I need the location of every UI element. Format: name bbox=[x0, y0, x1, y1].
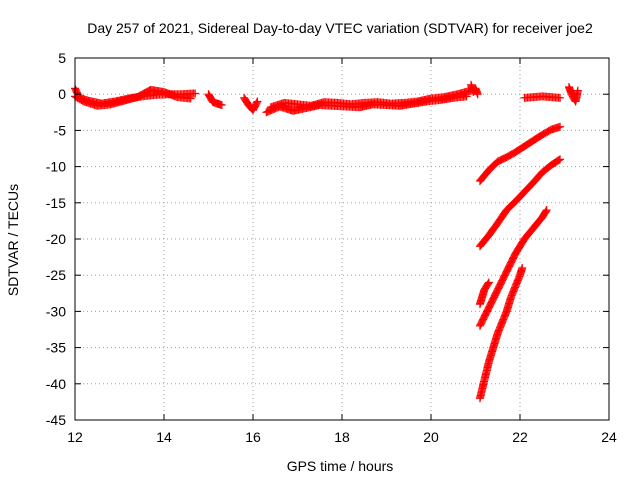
y-tick-label: -30 bbox=[46, 303, 66, 319]
y-tick-label: -5 bbox=[54, 122, 67, 138]
x-tick-label: 20 bbox=[423, 429, 439, 445]
y-tick-label: -45 bbox=[46, 412, 66, 428]
y-tick-label: 0 bbox=[58, 86, 66, 102]
x-tick-label: 18 bbox=[334, 429, 350, 445]
chart-title: Day 257 of 2021, Sidereal Day-to-day VTE… bbox=[87, 20, 593, 36]
data-point bbox=[556, 93, 565, 102]
data-point bbox=[473, 90, 482, 99]
data-point bbox=[556, 155, 565, 164]
x-tick-label: 22 bbox=[512, 429, 528, 445]
data-point bbox=[217, 101, 226, 110]
data-point bbox=[191, 89, 200, 98]
y-tick-label: 5 bbox=[58, 50, 66, 66]
y-axis-title: SDTVAR / TECUs bbox=[5, 184, 21, 296]
y-tick-label: -15 bbox=[46, 195, 66, 211]
data-point bbox=[542, 206, 551, 215]
x-tick-label: 16 bbox=[245, 429, 261, 445]
data-point bbox=[556, 122, 565, 131]
x-tick-label: 14 bbox=[156, 429, 172, 445]
data-point bbox=[252, 98, 261, 107]
y-tick-label: -35 bbox=[46, 340, 66, 356]
x-tick-label: 24 bbox=[601, 429, 617, 445]
data-point bbox=[484, 279, 493, 288]
y-tick-label: -40 bbox=[46, 376, 66, 392]
data-point bbox=[541, 207, 550, 216]
data-point bbox=[484, 278, 493, 287]
grid-lines bbox=[75, 58, 609, 420]
data-point bbox=[186, 94, 195, 103]
y-tick-label: -10 bbox=[46, 159, 66, 175]
data-point bbox=[554, 156, 563, 165]
y-tick-label: -20 bbox=[46, 231, 66, 247]
data-point bbox=[518, 263, 527, 272]
y-tick-label: -25 bbox=[46, 267, 66, 283]
x-tick-label: 12 bbox=[67, 429, 83, 445]
plot-frame bbox=[74, 57, 610, 421]
data-point bbox=[573, 86, 582, 95]
data-point bbox=[253, 97, 262, 106]
axes: 12 14 16 18 20 22 24 5 0 -5 -10 -15 -20 -25 -30 -35 -40 -… bbox=[46, 50, 617, 445]
data-points bbox=[71, 80, 582, 403]
x-axis-title: GPS time / hours bbox=[287, 458, 394, 474]
